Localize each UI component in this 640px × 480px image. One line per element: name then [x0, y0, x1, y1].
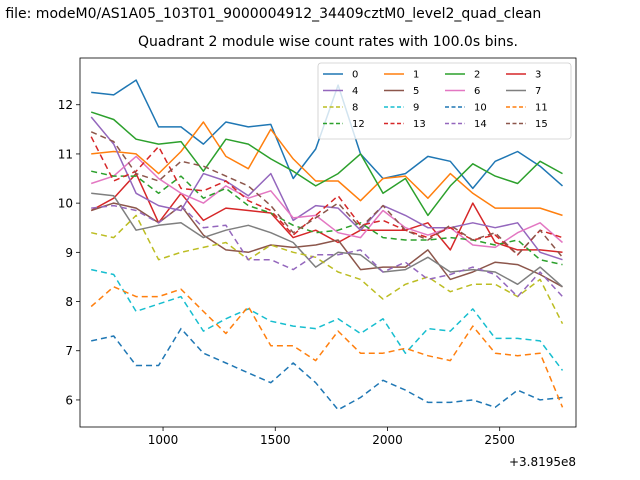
series-line-6 — [90, 155, 563, 249]
legend-label-10: 10 — [474, 103, 487, 114]
series-line-11 — [90, 286, 564, 408]
legend-label-8: 8 — [352, 103, 358, 114]
x-tick-label: 1500 — [260, 433, 291, 447]
series-line-15 — [90, 131, 564, 258]
series-line-13 — [90, 136, 563, 256]
series-line-4 — [90, 116, 563, 261]
y-tick-label: 7 — [65, 344, 73, 358]
legend-label-15: 15 — [535, 119, 548, 130]
x-offset-label: +3.8195e8 — [509, 455, 576, 469]
legend-label-14: 14 — [474, 119, 487, 130]
legend-label-2: 2 — [474, 70, 480, 81]
legend-label-1: 1 — [413, 70, 419, 81]
y-tick-label: 9 — [65, 246, 73, 260]
x-tick-label: 1000 — [148, 433, 179, 447]
figure-suptitle: n file: modeM0/AS1A05_103T01_9000004912_… — [0, 6, 542, 22]
series-line-10 — [91, 327, 563, 411]
x-tick-label: 2500 — [484, 433, 515, 447]
series-line-7 — [91, 192, 563, 288]
y-tick-label: 11 — [58, 147, 73, 161]
legend-label-9: 9 — [413, 103, 419, 114]
y-tick-label: 10 — [58, 197, 73, 211]
y-tick-label: 6 — [65, 393, 73, 407]
x-tick-label: 2000 — [372, 433, 403, 447]
y-tick-label: 12 — [58, 98, 73, 112]
legend-label-4: 4 — [352, 86, 358, 97]
legend-label-6: 6 — [474, 86, 480, 97]
axes-frame — [79, 57, 577, 428]
series-line-2 — [90, 111, 563, 217]
legend-label-5: 5 — [413, 86, 419, 97]
y-tick-label: 8 — [65, 295, 73, 309]
legend-label-0: 0 — [352, 70, 358, 81]
axis-ticks: 1000 1500 2000 2500 6 7 8 9 10 11 12 — [58, 98, 515, 447]
legend-label-7: 7 — [535, 86, 541, 97]
legend-label-11: 11 — [535, 103, 548, 114]
series-line-12 — [91, 170, 563, 266]
legend-label-3: 3 — [535, 70, 541, 81]
series-line-14 — [91, 204, 564, 298]
legend-box — [317, 62, 572, 140]
series-line-9 — [91, 268, 564, 371]
series-line-1 — [91, 121, 563, 217]
legend-label-12: 12 — [352, 119, 365, 130]
legend-label-13: 13 — [413, 119, 426, 130]
series-line-3 — [90, 172, 563, 254]
chart-title: Quadrant 2 module wise count rates with … — [138, 34, 518, 50]
series-lines — [90, 79, 564, 411]
